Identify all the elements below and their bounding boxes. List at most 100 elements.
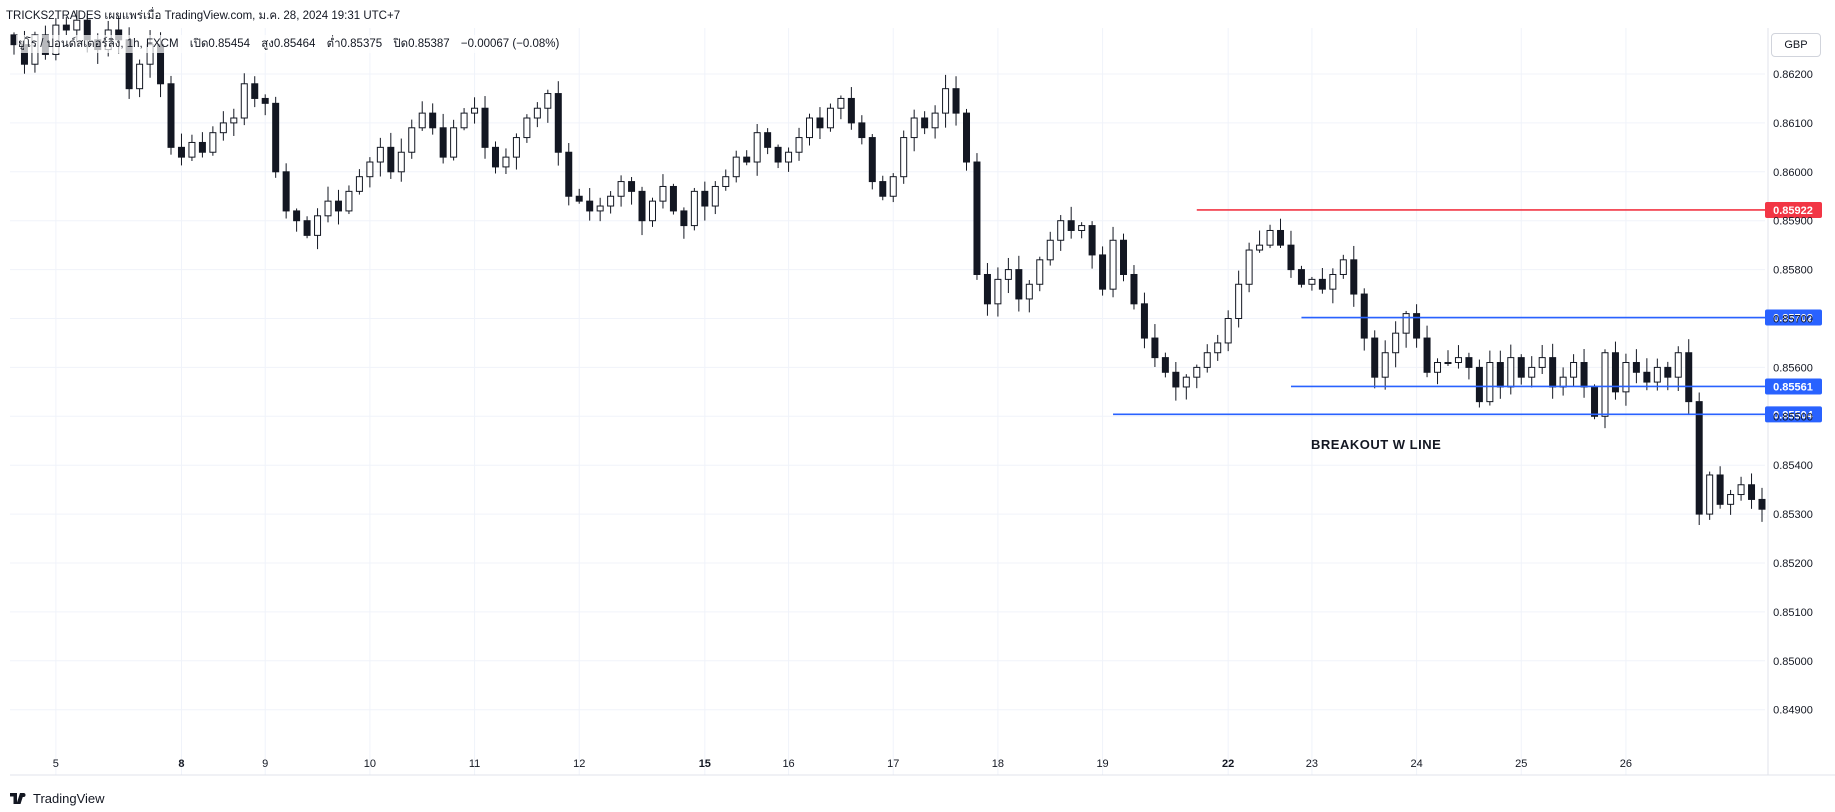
candle bbox=[544, 89, 552, 123]
time-tick-label: 10 bbox=[364, 758, 376, 770]
candle bbox=[1444, 350, 1452, 366]
candle bbox=[188, 134, 196, 161]
candle bbox=[1308, 276, 1316, 291]
candle bbox=[1643, 358, 1651, 391]
candle bbox=[879, 175, 887, 201]
candle bbox=[251, 76, 259, 108]
svg-text:0.85561: 0.85561 bbox=[1773, 381, 1813, 393]
time-tick-label: 12 bbox=[573, 758, 585, 770]
price-tick-label: 0.86100 bbox=[1773, 118, 1813, 130]
time-axis[interactable]: 5 8 9 10 11 12 15 16 17 18 19 22 23 24 25 26 bbox=[53, 758, 1632, 770]
candle bbox=[669, 183, 677, 215]
time-tick-label: 19 bbox=[1096, 758, 1108, 770]
candle bbox=[921, 111, 929, 135]
price-tick-label: 0.85500 bbox=[1773, 411, 1813, 423]
candle bbox=[847, 87, 855, 130]
candle bbox=[62, 17, 70, 36]
candle bbox=[628, 176, 636, 205]
candle bbox=[1130, 265, 1138, 310]
candle bbox=[334, 189, 342, 225]
candle bbox=[355, 169, 363, 195]
candle bbox=[1632, 349, 1640, 384]
candle bbox=[1486, 350, 1494, 406]
svg-text:0.85504: 0.85504 bbox=[1773, 409, 1814, 421]
candle bbox=[481, 96, 489, 159]
candle bbox=[596, 197, 604, 222]
candle bbox=[1685, 339, 1693, 414]
candle bbox=[1559, 367, 1567, 396]
candle bbox=[586, 188, 594, 221]
candle bbox=[795, 127, 803, 161]
time-tick-label: 15 bbox=[699, 758, 711, 770]
candle bbox=[1695, 392, 1703, 526]
candle bbox=[1004, 257, 1012, 294]
candle bbox=[1120, 233, 1128, 282]
currency-button[interactable]: GBP bbox=[1771, 33, 1821, 57]
price-tick-label: 0.84900 bbox=[1773, 705, 1813, 717]
ohlc-legend: ยูโร / ปอนด์สเตอร์ลิง, 1h, FXCM เปิด0.85… bbox=[16, 35, 570, 53]
candle bbox=[805, 113, 813, 146]
candle bbox=[659, 174, 667, 209]
candle bbox=[942, 74, 950, 128]
candle bbox=[732, 150, 740, 183]
candle bbox=[1203, 344, 1211, 373]
candle bbox=[722, 169, 730, 191]
candle bbox=[575, 188, 583, 204]
chart-header: TRICKS2TRADES เผยแพร่เมื่อ TradingView.c… bbox=[0, 0, 1835, 28]
candle bbox=[1109, 226, 1117, 298]
breakout-annotation: BREAKOUT W LINE bbox=[1311, 437, 1441, 452]
candle bbox=[1318, 267, 1326, 294]
price-line-label: 0.85504 bbox=[1765, 406, 1822, 423]
candle bbox=[502, 148, 510, 174]
candle bbox=[1549, 343, 1557, 399]
candle bbox=[952, 76, 960, 126]
candle bbox=[1360, 288, 1368, 351]
candle bbox=[837, 95, 845, 120]
candle bbox=[1748, 473, 1756, 509]
candle bbox=[387, 132, 395, 179]
candle bbox=[512, 133, 520, 170]
candle bbox=[1758, 487, 1766, 522]
time-tick-label: 23 bbox=[1306, 758, 1318, 770]
price-tick-label: 0.85800 bbox=[1773, 265, 1813, 277]
candle bbox=[565, 143, 573, 206]
candle bbox=[1381, 340, 1389, 390]
candle bbox=[1235, 270, 1243, 328]
candle bbox=[293, 208, 301, 232]
candle bbox=[471, 97, 479, 124]
candle bbox=[931, 105, 939, 139]
candle bbox=[617, 175, 625, 207]
horizontal-lines: 0.85922 0.85702 0.85561 0.85504 bbox=[1113, 201, 1822, 423]
candle bbox=[177, 133, 185, 166]
candle bbox=[1015, 255, 1023, 312]
candle bbox=[314, 208, 322, 250]
price-axis[interactable]: 0.86200 0.86100 0.86000 0.85900 0.85800 0.857… bbox=[1773, 69, 1813, 717]
symbol-label[interactable]: ยูโร / ปอนด์สเตอร์ลิง, 1h, FXCM bbox=[18, 38, 179, 50]
candle bbox=[1611, 341, 1619, 400]
candle bbox=[910, 109, 918, 152]
publish-info: TRICKS2TRADES เผยแพร่เมื่อ TradingView.c… bbox=[6, 10, 401, 22]
close-value: ปิด0.85387 bbox=[393, 38, 450, 50]
candle bbox=[554, 81, 562, 166]
candle bbox=[1151, 324, 1159, 368]
high-value: สูง0.85464 bbox=[261, 38, 316, 50]
time-tick-label: 17 bbox=[887, 758, 899, 770]
candlestick-series bbox=[10, 10, 1766, 526]
candle bbox=[1601, 349, 1609, 429]
candle bbox=[764, 128, 772, 155]
tradingview-logo[interactable]: TradingView bbox=[10, 791, 105, 806]
price-tick-label: 0.85700 bbox=[1773, 314, 1813, 326]
candle bbox=[1538, 344, 1546, 374]
candle bbox=[1716, 466, 1724, 509]
candle bbox=[1475, 359, 1483, 408]
time-tick-label: 9 bbox=[262, 758, 268, 770]
candle bbox=[1161, 352, 1169, 378]
candle bbox=[1423, 325, 1431, 378]
candle bbox=[1245, 242, 1253, 293]
time-tick-label: 25 bbox=[1515, 758, 1527, 770]
candle bbox=[648, 197, 656, 227]
candle bbox=[743, 150, 751, 166]
price-line-label: 0.85922 bbox=[1765, 201, 1822, 218]
candle bbox=[1517, 354, 1525, 385]
